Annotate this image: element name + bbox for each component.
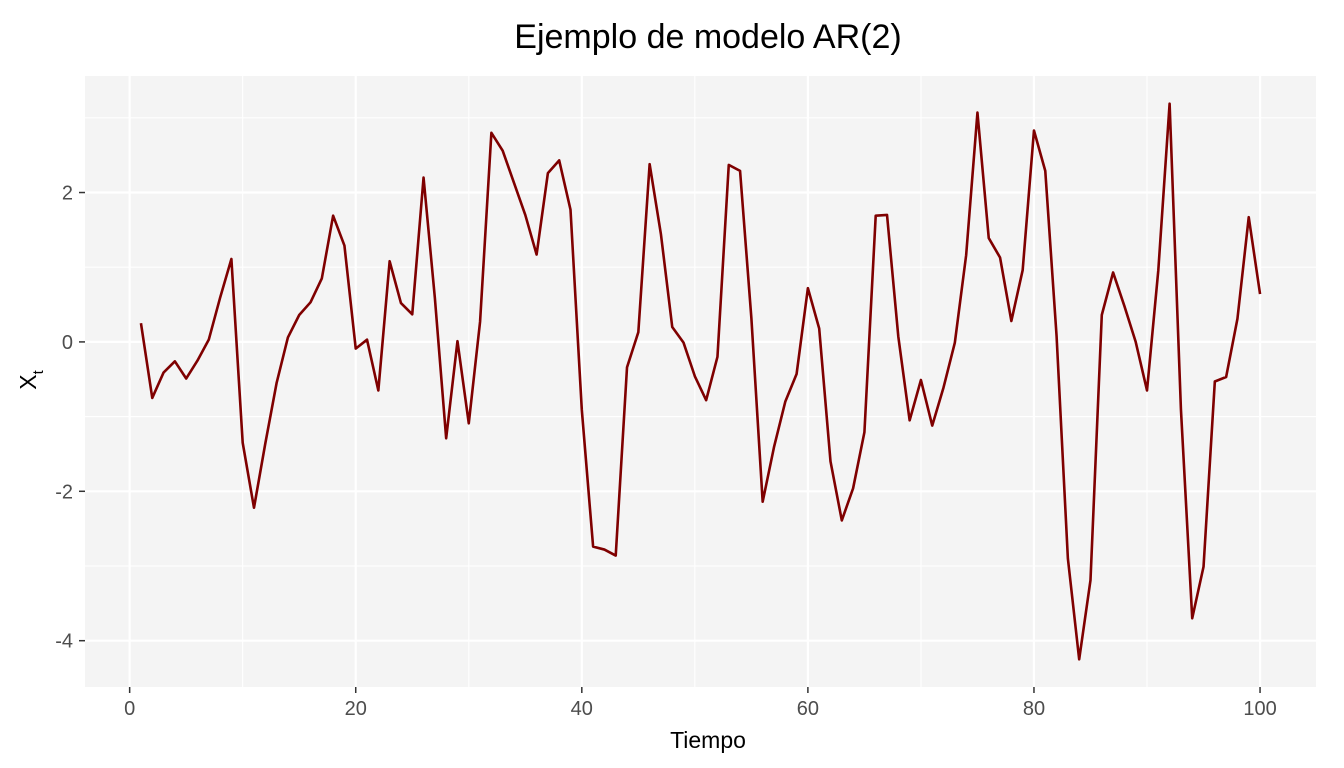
y-tick-label: -2 [55,481,73,503]
y-tick-label: -4 [55,631,73,653]
x-tick-label: 40 [571,698,593,720]
x-axis-ticks: 0 20 40 60 80 100 [124,687,1277,720]
x-tick-label: 60 [797,698,819,720]
y-tick-label: 2 [62,183,73,205]
y-axis-title-main: X [15,374,41,389]
x-axis-title: Tiempo [670,727,746,753]
series-line [139,102,1262,661]
y-axis-title-subscript: t [30,369,47,374]
y-axis-title: Xt [15,369,47,389]
major-gridlines [85,76,1316,687]
plot-panel [85,76,1316,687]
x-tick-label: 20 [345,698,367,720]
y-tick-label: 0 [62,332,73,354]
minor-gridlines [85,76,1316,687]
x-tick-label: 100 [1243,698,1276,720]
x-tick-label: 0 [124,698,135,720]
y-axis-ticks: -4 -2 0 2 [55,183,85,653]
chart-title: Ejemplo de modelo AR(2) [514,18,901,56]
x-tick-label: 80 [1023,698,1045,720]
